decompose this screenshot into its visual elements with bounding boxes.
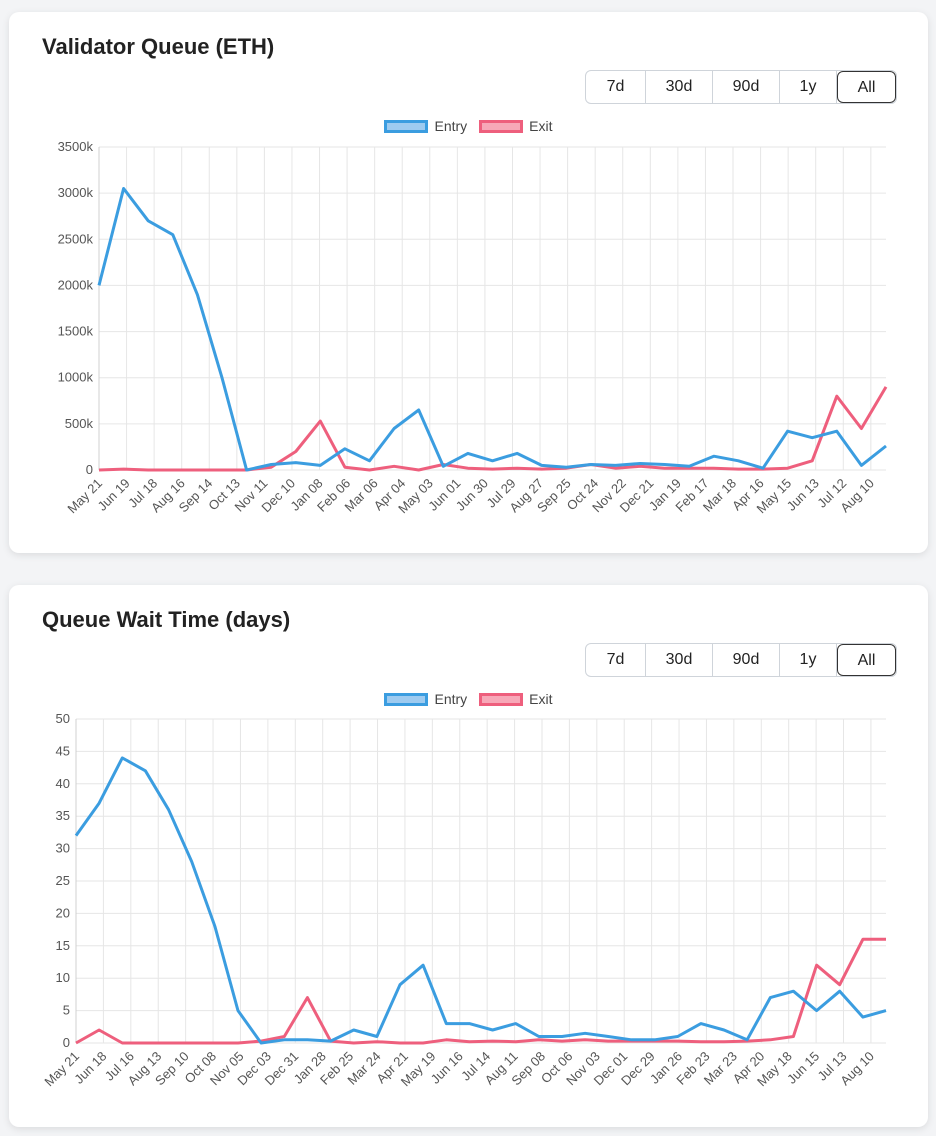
range-90d-button[interactable]: 90d (713, 644, 780, 676)
y-tick-label: 500k (65, 416, 94, 431)
range-1y-button[interactable]: 1y (780, 644, 837, 676)
y-tick-label: 3500k (58, 139, 94, 154)
queue-wait-time-title: Queue Wait Time (days) (42, 607, 291, 632)
legend-exit-label: Exit (529, 691, 553, 707)
legend-entry[interactable]: Entry (384, 691, 467, 707)
legend-exit-swatch (479, 119, 524, 133)
y-tick-label: 3000k (58, 185, 94, 200)
y-tick-label: 25 (56, 873, 70, 888)
chart-legend: Entry Exit (9, 691, 928, 707)
y-tick-label: 15 (56, 938, 70, 953)
series-line-exit (98, 386, 888, 472)
y-tick-label: 45 (56, 743, 70, 758)
legend-entry-label: Entry (434, 691, 468, 707)
y-tick-label: 5 (63, 1003, 70, 1018)
range-30d-button[interactable]: 30d (646, 644, 713, 676)
validator-queue-chart: 0 500k 1000k 1500k 2000k 2500k 3000k 3500k May 2… (58, 139, 888, 517)
range-all-button[interactable]: All (837, 71, 896, 103)
y-tick-label: 0 (86, 462, 93, 477)
range-selector: 7d 30d 90d 1y All (585, 70, 897, 104)
series-line-entry (74, 756, 887, 1045)
legend-exit-swatch (479, 692, 524, 706)
y-tick-label: 2500k (58, 231, 94, 246)
range-all-button[interactable]: All (837, 644, 896, 676)
y-tick-label: 2000k (58, 277, 94, 292)
legend-entry-swatch (384, 692, 429, 706)
range-selector: 7d 30d 90d 1y All (585, 643, 897, 677)
series-line-exit (75, 937, 886, 1045)
legend-exit[interactable]: Exit (479, 691, 553, 707)
y-tick-label: 35 (56, 808, 70, 823)
range-30d-button[interactable]: 30d (646, 71, 713, 103)
range-7d-button[interactable]: 7d (586, 644, 646, 676)
range-90d-button[interactable]: 90d (713, 71, 780, 103)
legend-exit[interactable]: Exit (479, 118, 553, 134)
y-tick-label: 40 (56, 776, 70, 791)
y-tick-label: 30 (56, 841, 70, 856)
legend-entry-label: Entry (434, 118, 468, 134)
y-tick-label: 10 (56, 970, 70, 985)
x-tick-label: May 21 (41, 1049, 82, 1090)
y-tick-label: 20 (56, 905, 70, 920)
series-line-entry (97, 187, 887, 472)
x-tick-label: May 21 (64, 476, 105, 517)
y-tick-label: 50 (56, 711, 70, 726)
y-tick-label: 1000k (58, 370, 94, 385)
chart-legend: Entry Exit (9, 118, 928, 134)
legend-entry-swatch (384, 119, 429, 133)
legend-entry[interactable]: Entry (384, 118, 467, 134)
queue-wait-time-card: 0 5 10 15 20 25 30 35 40 45 50 May 21 Jun 18 Jul 16 Au… (9, 585, 928, 1127)
range-7d-button[interactable]: 7d (586, 71, 646, 103)
y-tick-label: 1500k (58, 324, 94, 339)
y-tick-label: 0 (63, 1035, 70, 1050)
range-1y-button[interactable]: 1y (780, 71, 837, 103)
validator-queue-title: Validator Queue (ETH) (42, 34, 275, 59)
validator-queue-card: 0 500k 1000k 1500k 2000k 2500k 3000k 3500k May 2… (9, 12, 928, 553)
legend-exit-label: Exit (529, 118, 553, 134)
